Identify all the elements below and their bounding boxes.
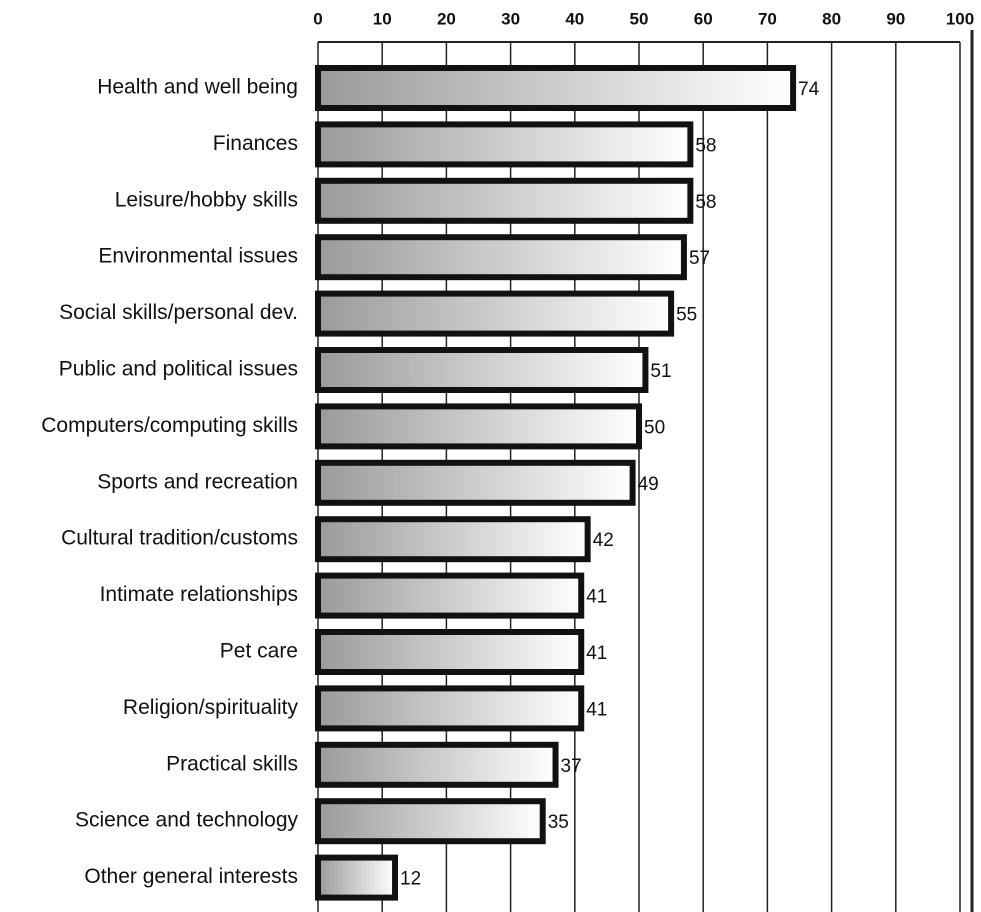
x-tick-label: 50 (630, 9, 649, 28)
value-label: 35 (548, 812, 569, 833)
value-label: 50 (644, 417, 665, 438)
value-label: 51 (650, 361, 671, 382)
y-tick-label: Health and well being (97, 76, 298, 99)
x-tick-label: 80 (822, 9, 841, 28)
bar (315, 234, 687, 281)
value-label: 41 (586, 643, 607, 664)
value-label: 37 (561, 756, 582, 777)
x-tick-label: 40 (565, 9, 584, 28)
bar (315, 798, 546, 845)
bar (315, 65, 797, 111)
y-tick-label: Practical skills (166, 752, 298, 775)
bar (315, 290, 675, 337)
value-label: 58 (695, 192, 716, 213)
value-label: 49 (638, 474, 659, 495)
bar (315, 741, 559, 788)
bar (315, 629, 585, 675)
bar (315, 572, 585, 619)
y-tick-label: Leisure/hobby skills (115, 188, 298, 211)
y-tick-label: Social skills/personal dev. (59, 301, 298, 324)
x-tick-label: 100 (946, 9, 974, 28)
bar (315, 403, 642, 450)
x-tick-label: 60 (694, 9, 713, 28)
bar (315, 177, 694, 224)
value-label: 41 (586, 587, 607, 608)
y-tick-label: Environmental issues (98, 245, 298, 268)
y-tick-label: Public and political issues (59, 358, 298, 381)
x-tick-label: 0 (313, 9, 322, 28)
value-label: 57 (689, 248, 710, 269)
y-tick-label: Intimate relationships (100, 583, 298, 606)
y-tick-label: Religion/spirituality (123, 696, 299, 719)
value-label: 74 (798, 79, 820, 100)
x-tick-label: 10 (373, 9, 392, 28)
y-tick-label: Sports and recreation (97, 470, 298, 493)
bar (315, 121, 694, 168)
y-tick-label: Finances (213, 132, 298, 155)
y-tick-label: Other general interests (84, 865, 298, 888)
bar (315, 516, 591, 563)
value-label: 58 (695, 135, 716, 156)
y-tick-label: Cultural tradition/customs (61, 527, 298, 550)
value-label: 12 (400, 869, 421, 890)
x-tick-label: 90 (886, 9, 905, 28)
bar (315, 854, 399, 901)
y-tick-label: Science and technology (75, 809, 298, 832)
bar (315, 685, 585, 732)
value-label: 42 (593, 530, 614, 551)
bar (315, 347, 649, 393)
value-label: 41 (586, 699, 607, 720)
y-tick-label: Pet care (220, 640, 298, 663)
value-label: 55 (676, 305, 697, 326)
x-tick-label: 70 (758, 9, 777, 28)
x-tick-label: 20 (437, 9, 456, 28)
bar (315, 459, 636, 506)
x-tick-label: 30 (501, 9, 520, 28)
y-tick-label: Computers/computing skills (41, 414, 298, 437)
